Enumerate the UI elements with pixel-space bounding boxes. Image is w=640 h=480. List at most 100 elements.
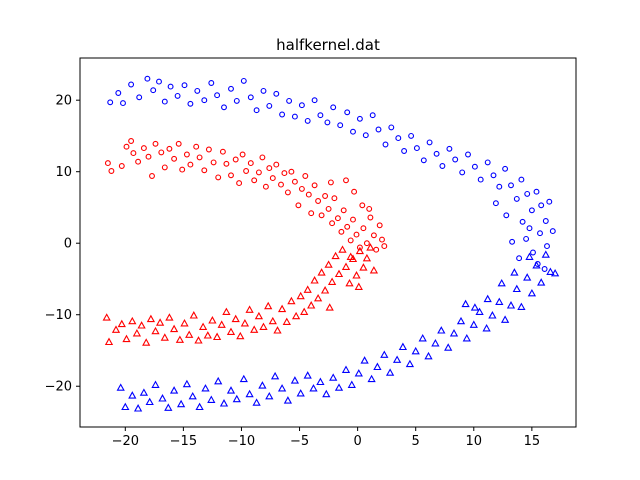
- data-point: [232, 156, 239, 163]
- data-point: [128, 316, 137, 325]
- data-point: [102, 313, 111, 321]
- data-point: [287, 296, 296, 305]
- data-point: [369, 266, 379, 274]
- data-point: [120, 100, 126, 107]
- data-point: [360, 356, 369, 364]
- data-point: [503, 212, 510, 219]
- data-point: [452, 156, 459, 163]
- data-point: [538, 202, 545, 209]
- data-point: [282, 317, 291, 325]
- data-point: [523, 273, 532, 281]
- data-point: [212, 332, 222, 341]
- data-point: [352, 271, 361, 279]
- data-point: [320, 286, 330, 294]
- data-point: [187, 161, 194, 168]
- data-point: [477, 176, 484, 183]
- data-point: [277, 384, 287, 392]
- data-point: [546, 267, 555, 275]
- y-tick-label: 0: [64, 237, 72, 252]
- data-point: [392, 355, 402, 363]
- data-point: [273, 326, 282, 334]
- data-point: [318, 212, 325, 219]
- data-point: [497, 278, 506, 287]
- data-point: [325, 205, 332, 212]
- data-point: [303, 285, 312, 293]
- data-point: [247, 160, 254, 167]
- data-point: [324, 260, 333, 268]
- data-point: [208, 80, 215, 86]
- data-point: [187, 100, 194, 107]
- data-point: [510, 268, 519, 276]
- data-point: [405, 359, 415, 368]
- data-point: [277, 304, 287, 313]
- data-point: [482, 323, 491, 332]
- data-point: [286, 97, 293, 104]
- data-point: [527, 288, 537, 297]
- data-point: [311, 97, 318, 104]
- data-point: [496, 183, 503, 190]
- data-point: [116, 383, 125, 391]
- data-point: [107, 99, 114, 106]
- data-point: [379, 236, 385, 243]
- data-point: [317, 112, 324, 119]
- data-point: [254, 311, 264, 320]
- data-point: [362, 132, 369, 139]
- data-point: [322, 193, 329, 199]
- data-point: [255, 169, 262, 176]
- data-point: [140, 145, 147, 152]
- data-point: [174, 92, 181, 99]
- data-point: [518, 176, 525, 183]
- data-point: [219, 148, 226, 155]
- data-point: [205, 146, 212, 153]
- data-point: [459, 169, 466, 176]
- data-point: [175, 335, 185, 343]
- data-point: [509, 238, 516, 245]
- data-point: [152, 140, 159, 147]
- data-point: [490, 172, 497, 179]
- y-tick-label: 10: [55, 165, 72, 180]
- data-point: [348, 254, 358, 263]
- data-point: [132, 328, 142, 337]
- data-point: [475, 307, 484, 315]
- data-point: [269, 175, 276, 182]
- data-point: [519, 218, 526, 225]
- data-point: [130, 150, 137, 157]
- data-point: [223, 160, 230, 167]
- data-point: [273, 161, 280, 168]
- data-point: [533, 188, 540, 195]
- x-tick-label: −10: [228, 434, 255, 449]
- data-point: [331, 251, 340, 260]
- data-point: [331, 195, 338, 202]
- data-point: [164, 403, 173, 411]
- data-point: [228, 172, 234, 179]
- data-point: [329, 220, 336, 227]
- data-point: [492, 200, 499, 207]
- data-point: [180, 318, 189, 327]
- data-point: [167, 83, 174, 90]
- data-point: [270, 371, 280, 380]
- data-point: [375, 126, 382, 133]
- data-point: [341, 262, 351, 270]
- data-point: [449, 328, 459, 337]
- data-point: [424, 351, 433, 360]
- data-point: [145, 397, 154, 406]
- data-point: [388, 124, 395, 131]
- data-point: [340, 207, 347, 214]
- x-tick-label: −5: [290, 434, 309, 449]
- data-point: [111, 325, 121, 333]
- x-tick-label: 0: [353, 434, 361, 449]
- data-point: [291, 113, 298, 120]
- data-point: [243, 168, 250, 174]
- data-point: [201, 384, 210, 392]
- data-point: [413, 145, 420, 152]
- data-point: [528, 207, 535, 214]
- data-point: [330, 104, 337, 111]
- data-point: [150, 87, 157, 94]
- data-point: [169, 324, 179, 333]
- data-point: [146, 314, 156, 323]
- data-point: [360, 225, 367, 232]
- data-point: [176, 399, 186, 408]
- data-point: [158, 149, 165, 156]
- data-point: [354, 369, 363, 377]
